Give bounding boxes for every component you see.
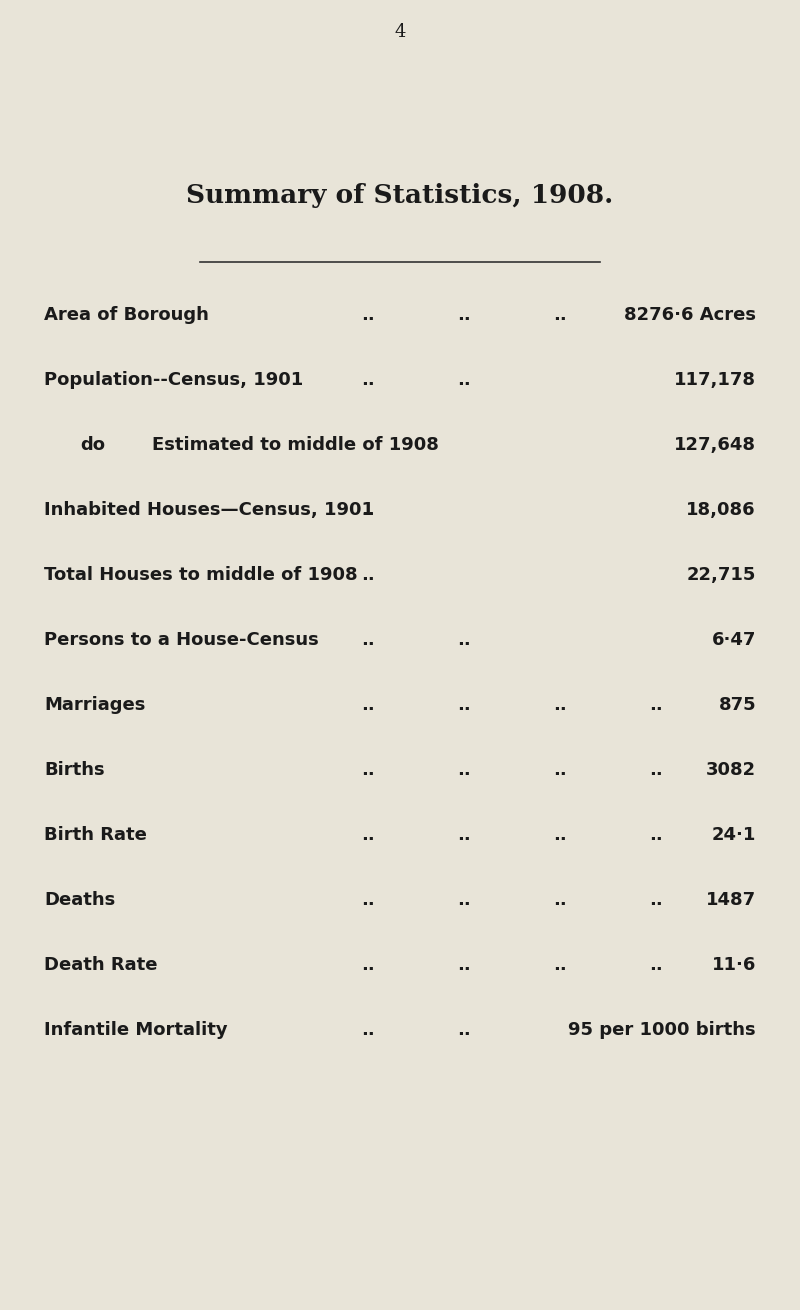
Text: ..: .. xyxy=(361,956,375,975)
Text: ..: .. xyxy=(361,631,375,648)
Text: ..: .. xyxy=(361,827,375,844)
Text: 127,648: 127,648 xyxy=(674,436,756,455)
Text: 1487: 1487 xyxy=(706,891,756,909)
Text: ..: .. xyxy=(457,696,471,714)
Text: 117,178: 117,178 xyxy=(674,371,756,389)
Text: ..: .. xyxy=(457,761,471,779)
Text: ..: .. xyxy=(457,307,471,324)
Text: 18,086: 18,086 xyxy=(686,500,756,519)
Text: Marriages: Marriages xyxy=(44,696,146,714)
Text: ..: .. xyxy=(649,956,663,975)
Text: Estimated to middle of 1908: Estimated to middle of 1908 xyxy=(152,436,439,455)
Text: Deaths: Deaths xyxy=(44,891,115,909)
Text: Births: Births xyxy=(44,761,105,779)
Text: 11·6: 11·6 xyxy=(712,956,756,975)
Text: 3082: 3082 xyxy=(706,761,756,779)
Text: Persons to a House-Census: Persons to a House-Census xyxy=(44,631,318,648)
Text: ..: .. xyxy=(553,696,567,714)
Text: ..: .. xyxy=(457,956,471,975)
Text: ..: .. xyxy=(457,891,471,909)
Text: do: do xyxy=(80,436,105,455)
Text: ..: .. xyxy=(649,827,663,844)
Text: ..: .. xyxy=(457,827,471,844)
Text: ..: .. xyxy=(553,827,567,844)
Text: Infantile Mortality: Infantile Mortality xyxy=(44,1020,228,1039)
Text: 8276·6 Acres: 8276·6 Acres xyxy=(624,307,756,324)
Text: ..: .. xyxy=(361,307,375,324)
Text: ..: .. xyxy=(361,891,375,909)
Text: Birth Rate: Birth Rate xyxy=(44,827,147,844)
Text: 875: 875 xyxy=(718,696,756,714)
Text: ..: .. xyxy=(649,696,663,714)
Text: Inhabited Houses—Census, 1901: Inhabited Houses—Census, 1901 xyxy=(44,500,374,519)
Text: ..: .. xyxy=(553,956,567,975)
Text: 22,715: 22,715 xyxy=(686,566,756,584)
Text: Population--Census, 1901: Population--Census, 1901 xyxy=(44,371,303,389)
Text: ..: .. xyxy=(457,631,471,648)
Text: ..: .. xyxy=(457,371,471,389)
Text: Area of Borough: Area of Borough xyxy=(44,307,209,324)
Text: 4: 4 xyxy=(394,24,406,41)
Text: 6·47: 6·47 xyxy=(712,631,756,648)
Text: 24·1: 24·1 xyxy=(712,827,756,844)
Text: ..: .. xyxy=(649,761,663,779)
Text: ..: .. xyxy=(553,891,567,909)
Text: ..: .. xyxy=(361,566,375,584)
Text: ..: .. xyxy=(553,307,567,324)
Text: ..: .. xyxy=(361,500,375,519)
Text: ..: .. xyxy=(457,1020,471,1039)
Text: ..: .. xyxy=(361,761,375,779)
Text: ..: .. xyxy=(361,696,375,714)
Text: ..: .. xyxy=(649,891,663,909)
Text: Summary of Statistics, 1908.: Summary of Statistics, 1908. xyxy=(186,182,614,207)
Text: ..: .. xyxy=(361,371,375,389)
Text: ..: .. xyxy=(361,1020,375,1039)
Text: 95 per 1000 births: 95 per 1000 births xyxy=(568,1020,756,1039)
Text: ..: .. xyxy=(553,761,567,779)
Text: Total Houses to middle of 1908: Total Houses to middle of 1908 xyxy=(44,566,358,584)
Text: Death Rate: Death Rate xyxy=(44,956,158,975)
